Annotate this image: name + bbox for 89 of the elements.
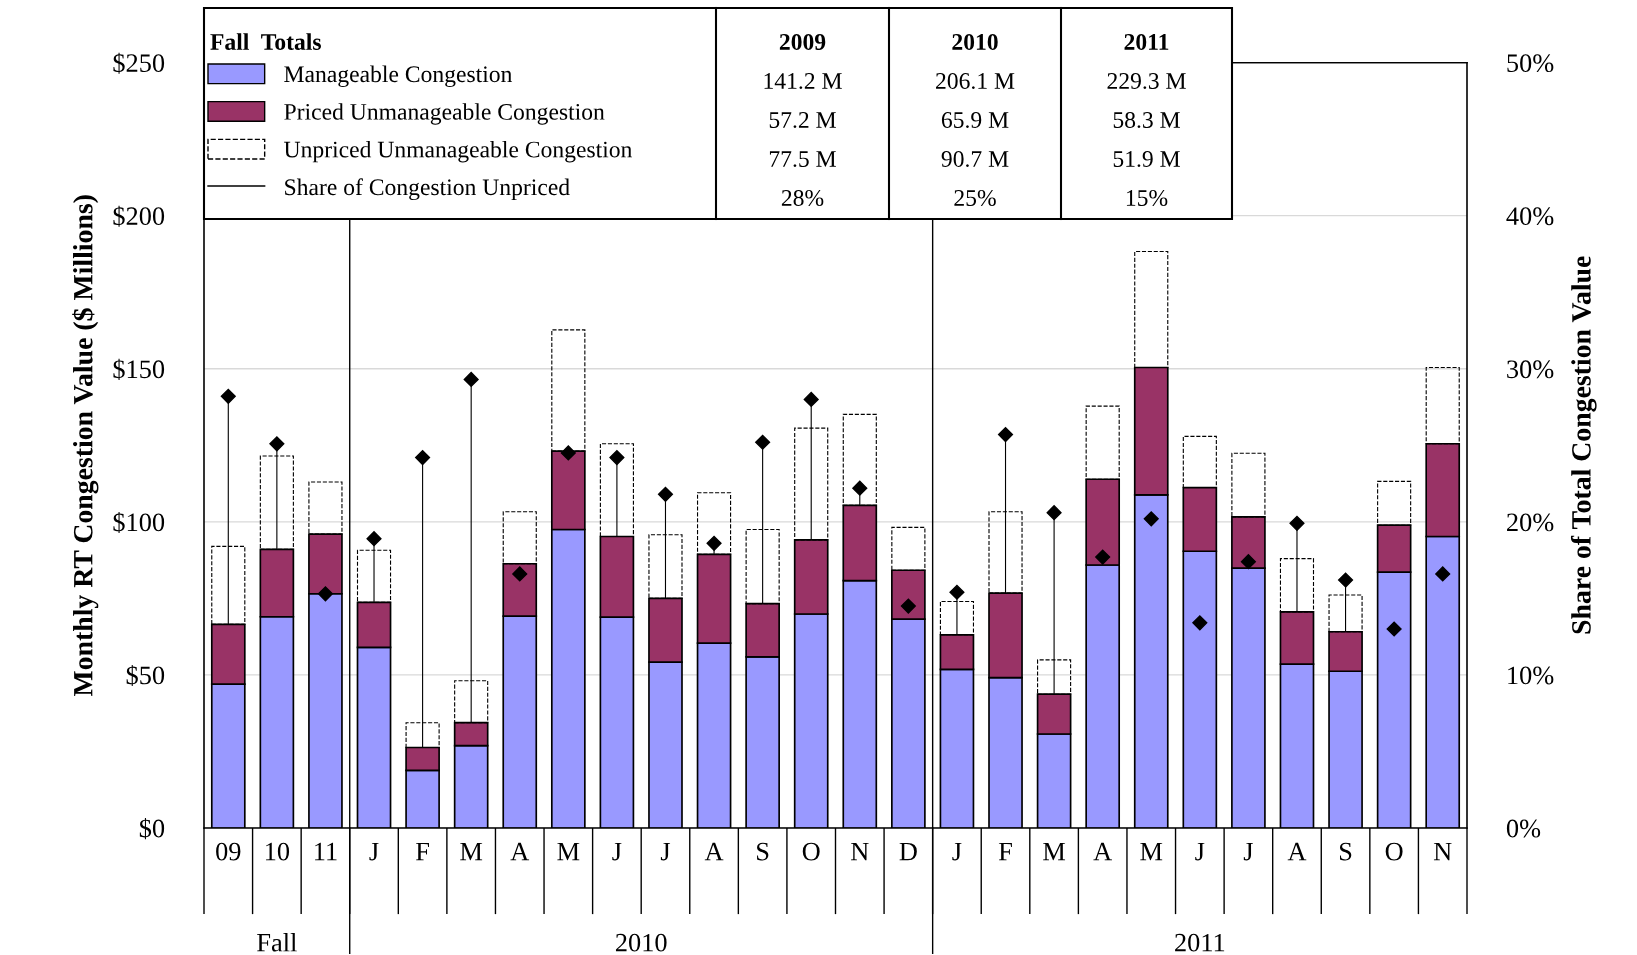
x-tick-label: A xyxy=(510,842,530,861)
point xyxy=(1192,615,1208,631)
x-tick-label: A xyxy=(1287,842,1307,861)
text: 2009 xyxy=(779,33,826,50)
point xyxy=(463,371,479,388)
x-tick-label: J xyxy=(1195,842,1205,861)
y2-tick-label: 20% xyxy=(1507,513,1554,532)
x-tick-label: S xyxy=(1339,842,1352,861)
annotation: 65.9 M xyxy=(941,112,1009,129)
y2-tick-label: 30% xyxy=(1507,360,1554,379)
point xyxy=(1143,511,1159,527)
x-tick-label: M xyxy=(1043,842,1066,861)
x-tick-label: A xyxy=(704,842,724,861)
point xyxy=(852,480,868,496)
annotation: 141.2 M xyxy=(764,73,842,90)
legend-label: Share of Congestion Unpriced xyxy=(285,178,570,201)
point xyxy=(1386,621,1402,637)
y-tick-label: $200 xyxy=(113,205,165,227)
x-tick-label: M xyxy=(1140,842,1163,861)
point xyxy=(1095,549,1111,565)
point xyxy=(609,449,625,466)
y2-tick-label: 10% xyxy=(1508,666,1554,685)
x-tick-label: N xyxy=(1433,842,1452,861)
y-tick-label: $100 xyxy=(113,511,165,534)
point xyxy=(317,586,334,602)
x-tick-label: 10 xyxy=(265,842,290,861)
point xyxy=(755,434,771,450)
annotation: 229.3 M xyxy=(1107,73,1186,90)
x-tick-label: J xyxy=(660,842,671,861)
annotation: 206.1 M xyxy=(936,72,1015,90)
y2-tick-label: 50% xyxy=(1507,54,1554,73)
point xyxy=(1046,505,1062,521)
annotation: 28% xyxy=(781,189,824,206)
text: 2011 xyxy=(1124,33,1169,50)
x-tick-label: N xyxy=(851,842,869,861)
annotation: 57.2 M xyxy=(769,112,836,129)
y2-axis-title: Share of Total Congestion Value xyxy=(1570,256,1597,634)
y-tick-label: $50 xyxy=(126,664,165,687)
point xyxy=(1337,572,1354,588)
y2-tick-label: 40% xyxy=(1506,207,1554,226)
point xyxy=(803,391,819,407)
y-tick-label: $250 xyxy=(113,52,165,74)
point xyxy=(415,449,431,466)
annotation: 15% xyxy=(1126,189,1168,206)
legend-label: Priced Unmanageable Congestion xyxy=(284,103,605,125)
point xyxy=(1289,515,1305,531)
point xyxy=(366,531,382,547)
point xyxy=(706,535,722,551)
y-axis-title: Monthly RT Congestion Value ($ Millions) xyxy=(72,195,99,697)
x-tick-label: D xyxy=(899,842,917,861)
legend-label: Unpriced Unmanageable Congestion xyxy=(284,140,633,163)
point xyxy=(1240,554,1256,570)
x-tick-label: F xyxy=(416,842,429,861)
x-tick-label: S xyxy=(757,842,769,861)
x-tick-label: A xyxy=(1093,842,1113,861)
text: 2011 xyxy=(1175,933,1225,952)
x-tick-label: J xyxy=(369,842,379,861)
x-tick-label: M xyxy=(557,842,580,861)
text: 2010 xyxy=(615,933,667,952)
annotation: 58.3 M xyxy=(1113,111,1180,129)
text: 2010 xyxy=(952,33,998,50)
annotation: 90.7 M xyxy=(941,150,1009,168)
point xyxy=(560,445,576,461)
y-tick-label: $150 xyxy=(113,358,165,380)
point xyxy=(997,427,1014,443)
annotation: 77.5 M xyxy=(769,151,836,168)
x-tick-label: 09 xyxy=(216,842,241,861)
x-tick-label: J xyxy=(952,842,962,861)
x-tick-label: J xyxy=(612,842,622,861)
x-tick-label: J xyxy=(1243,842,1253,861)
x-tick-label: M xyxy=(460,842,483,861)
point xyxy=(220,388,236,404)
point xyxy=(900,598,916,614)
x-tick-label: O xyxy=(1385,842,1403,861)
y2-tick-label: 0% xyxy=(1506,819,1541,838)
text: Fall Totals xyxy=(210,33,321,50)
x-tick-label: 11 xyxy=(315,842,337,861)
x-tick-label: O xyxy=(802,842,820,861)
point xyxy=(949,584,965,600)
x-tick-label: F xyxy=(998,842,1012,861)
point xyxy=(512,566,528,582)
point xyxy=(1435,566,1451,582)
annotation: 51.9 M xyxy=(1113,151,1180,168)
legend-label: Manageable Congestion xyxy=(284,65,513,88)
y-tick-label: $0 xyxy=(139,818,165,840)
annotation: 25% xyxy=(954,189,996,206)
point xyxy=(657,486,674,502)
text: Fall xyxy=(257,932,297,952)
point xyxy=(269,436,285,452)
